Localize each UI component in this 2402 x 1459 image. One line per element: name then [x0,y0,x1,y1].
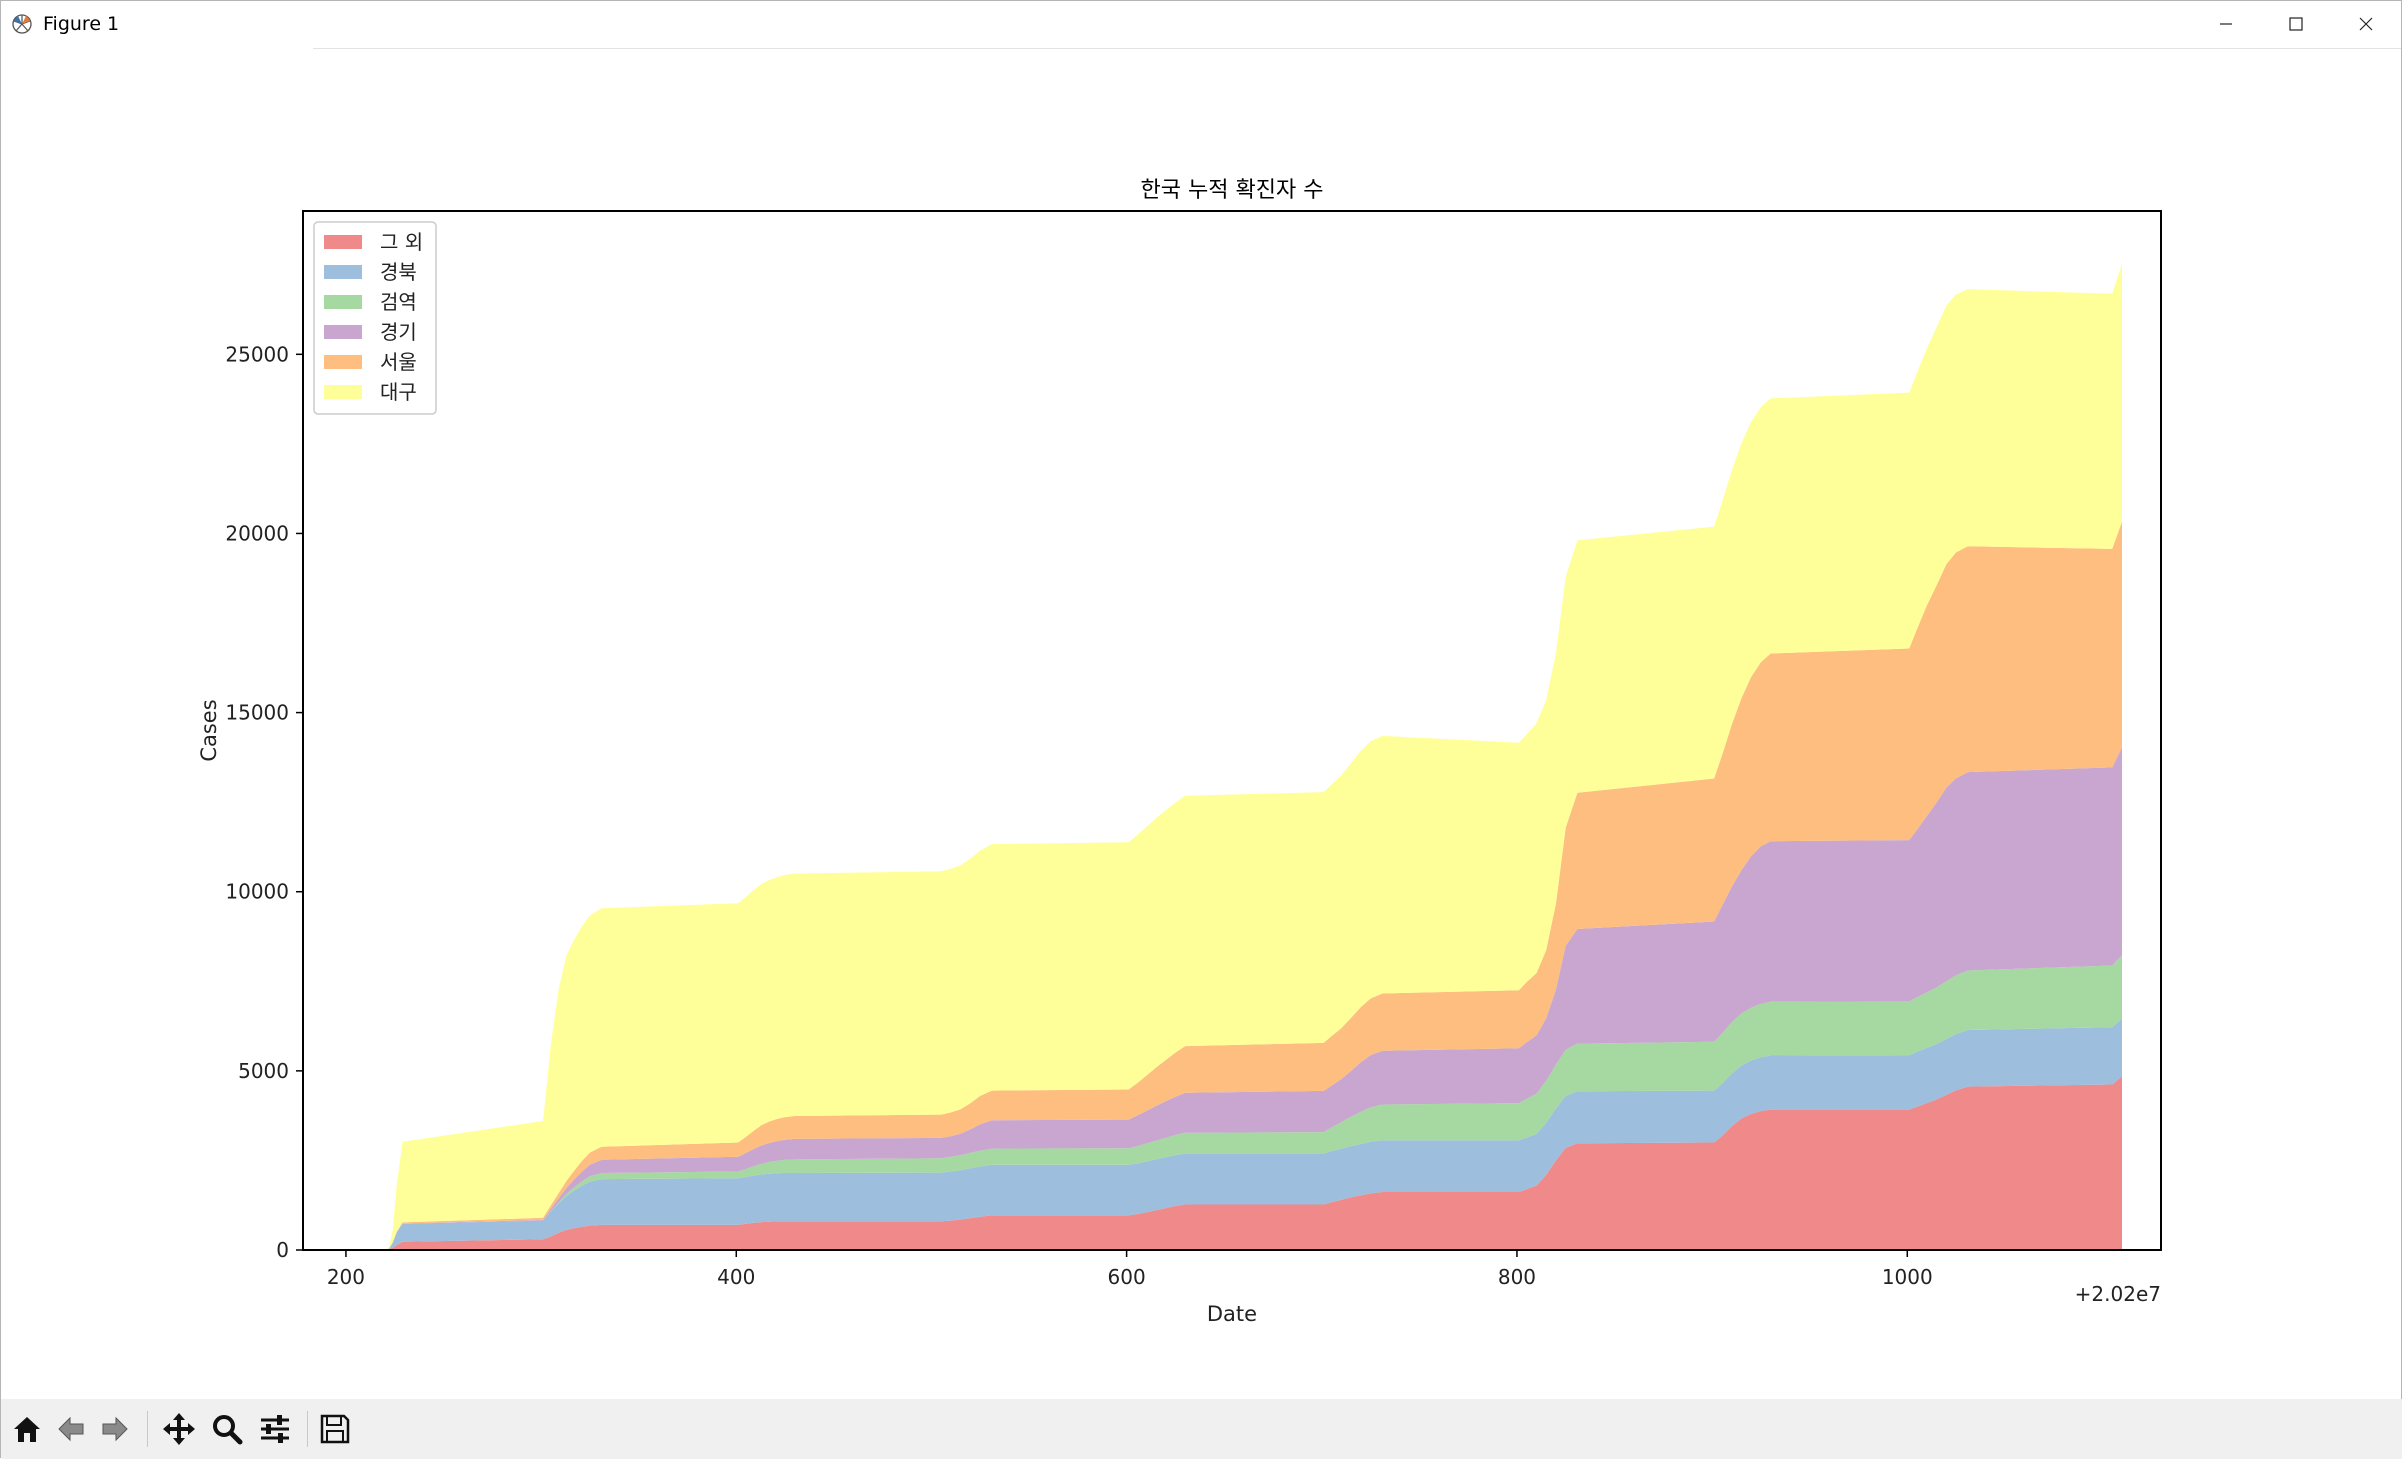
area-series-2 [381,955,2123,1250]
navigation-toolbar [1,1399,2402,1459]
arrow-left-icon [58,1416,84,1442]
legend-swatch [324,355,362,369]
back-button[interactable] [49,1407,93,1451]
area-series-0 [381,1076,2123,1250]
legend-label: 경북 [380,260,417,284]
floppy-disk-icon [320,1414,350,1444]
chart[interactable]: 200 400 600 800 1000 0 5000 10000 15000 20000 250… [1,49,2402,1399]
home-button[interactable] [5,1407,49,1451]
x-axis-offset-label: +2.02e7 [2075,1282,2161,1306]
configure-subplots-button[interactable] [253,1407,297,1451]
toolbar-separator [147,1411,148,1447]
legend-label: 경기 [380,320,417,344]
area-series-3 [381,747,2123,1250]
maximize-button[interactable] [2261,1,2331,47]
legend-swatch [324,235,362,249]
x-tick-label: 600 [1108,1265,1146,1289]
legend-label: 서울 [380,350,417,374]
plot-area-frame [302,210,2162,1251]
forward-button[interactable] [93,1407,137,1451]
area-series-1 [381,1018,2123,1250]
y-axis-label: Cases [197,699,221,761]
legend-swatch [324,295,362,309]
legend-label: 대구 [380,380,417,404]
x-tick-label: 1000 [1882,1265,1933,1289]
x-tick-label: 200 [327,1265,365,1289]
y-tick-label: 25000 [225,342,289,366]
chart-title: 한국 누적 확진자 수 [1141,178,1324,203]
x-axis-label: Date [1207,1302,1257,1326]
sliders-icon [261,1415,289,1443]
magnifier-icon [213,1415,243,1445]
y-tick-label: 15000 [225,701,289,725]
legend-swatch [324,325,362,339]
figure-canvas[interactable]: 200 400 600 800 1000 0 5000 10000 15000 20000 250… [1,49,2402,1399]
minimize-icon [2220,23,2232,25]
area-series-5 [381,263,2123,1250]
y-tick-label: 20000 [225,521,289,545]
legend-swatch [324,385,362,399]
close-button[interactable] [2331,1,2401,47]
window-title: Figure 1 [43,13,120,35]
x-axis: 200 400 600 800 1000 [327,1250,1933,1289]
y-tick-label: 0 [276,1238,289,1262]
y-tick-label: 5000 [238,1059,289,1083]
minimize-button[interactable] [2191,1,2261,47]
pan-button[interactable] [157,1407,201,1451]
save-button[interactable] [313,1407,357,1451]
legend-label: 그 외 [380,230,423,254]
matplotlib-icon [12,14,32,34]
toolbar-separator [307,1411,308,1447]
title-bar[interactable]: Figure 1 [1,1,2401,49]
legend-swatch [324,265,362,279]
close-icon [2359,17,2373,31]
divider [313,48,2401,49]
legend-label: 검역 [380,290,417,314]
area-series-4 [381,521,2123,1250]
y-tick-label: 10000 [225,880,289,904]
home-icon [14,1417,40,1442]
zoom-button[interactable] [205,1407,249,1451]
x-tick-label: 400 [717,1265,755,1289]
y-axis: 0 5000 10000 15000 20000 25000 [225,342,303,1262]
move-icon [163,1413,195,1445]
arrow-right-icon [102,1416,128,1442]
x-tick-label: 800 [1498,1265,1536,1289]
area-series-group [381,263,2123,1250]
maximize-icon [2289,17,2303,31]
